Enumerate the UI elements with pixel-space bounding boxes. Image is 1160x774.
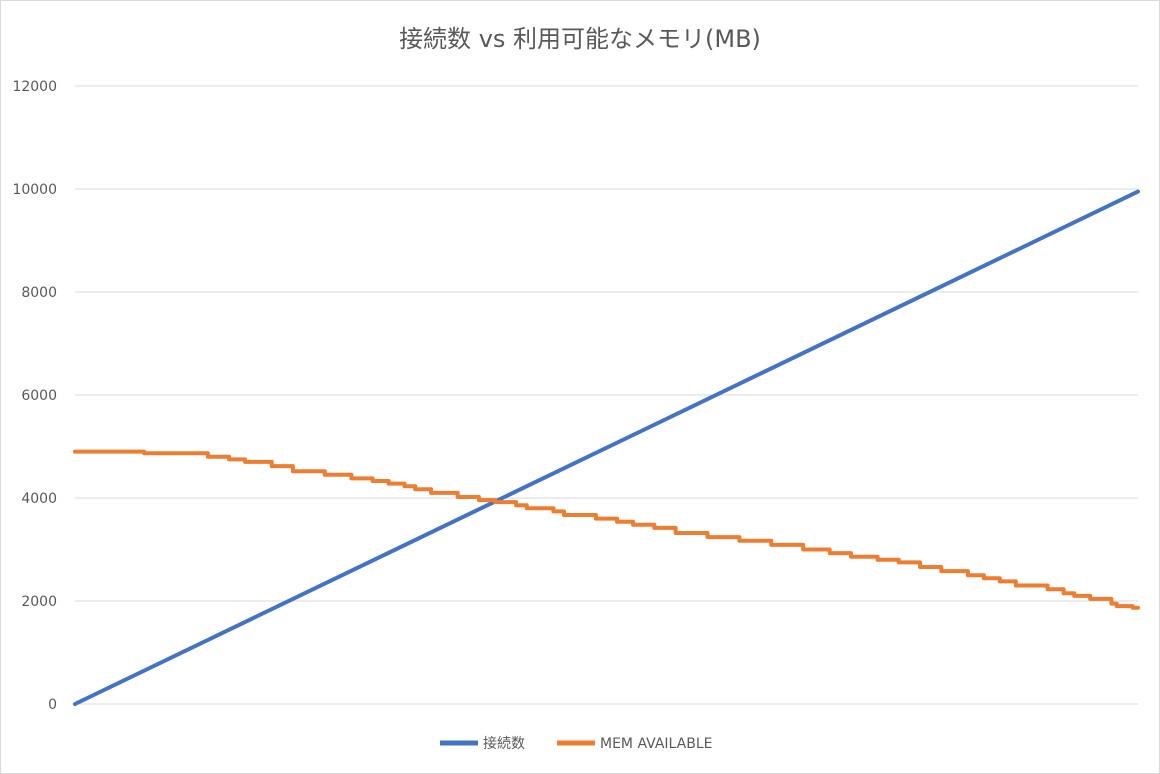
y-tick-label: 4000 — [21, 491, 57, 507]
legend-label-connections: 接続数 — [483, 735, 525, 752]
gridlines — [75, 85, 1138, 705]
y-tick-label: 8000 — [21, 285, 57, 301]
y-tick-label: 6000 — [21, 388, 57, 404]
series-lines — [73, 189, 1140, 706]
y-tick-label: 0 — [48, 697, 57, 713]
y-tick-label: 12000 — [12, 79, 57, 95]
legend-label-mem-available: MEM AVAILABLE — [600, 736, 712, 752]
series-line-mem-available — [73, 449, 1140, 610]
series-line-connections — [73, 189, 1140, 706]
y-axis-ticks: 0 2000 4000 6000 8000 10000 12000 — [12, 79, 57, 713]
y-tick-label: 2000 — [21, 594, 57, 610]
chart-title: 接続数 vs 利用可能なメモリ(MB) — [399, 25, 761, 53]
legend: 接続数 MEM AVAILABLE — [440, 735, 712, 752]
y-tick-label: 10000 — [12, 182, 57, 198]
